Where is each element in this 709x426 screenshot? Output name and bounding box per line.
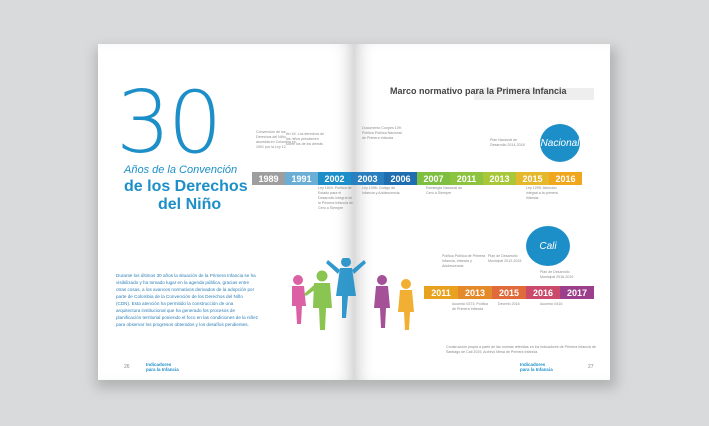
note-2011: Estrategia Nacional de Cero a Siempre	[426, 186, 463, 195]
cali-bubble: Cali	[526, 226, 570, 266]
note-cali-2011: Política Pública de Primera Infancia, In…	[442, 254, 486, 268]
child-figure-2	[304, 270, 332, 330]
page-number-left: 26	[124, 364, 130, 370]
note-1991: Art 44. Los derechos de los niños preval…	[286, 132, 325, 146]
timeline_cali-year-2017: 2017	[560, 286, 594, 299]
footer-logo-line1: Indicadores	[520, 362, 546, 367]
timeline_national-year-2006: 2006	[384, 172, 417, 185]
footer-logo-line1: Indicadores	[146, 362, 172, 367]
timeline_cali-year-2015: 2015	[492, 286, 526, 299]
note-2016: Ley 1295: Atención integral a la primera…	[526, 186, 558, 200]
headline-subtitle-line2: de los Derechos	[124, 178, 248, 195]
child-figure-5	[398, 279, 414, 330]
nacional-bubble: Nacional	[540, 124, 580, 162]
timeline_national-year-2011: 2011	[450, 172, 483, 185]
footer-logo-line2: para la Infancia	[146, 367, 179, 372]
headline-number: 30	[116, 73, 222, 173]
footer-logo-right: Indicadores para la Infancia	[520, 362, 553, 372]
note-2006: Ley 1098: Código de Infancia y Adolescen…	[362, 186, 400, 195]
note-2003: Documento Conpes 109: Política Pública N…	[362, 126, 402, 140]
footer-logo-line2: para la Infancia	[520, 367, 553, 372]
timeline_national-year-2016: 2016	[549, 172, 582, 185]
headline-subtitle-line3: del Niño	[158, 196, 222, 213]
timeline_national-year-1989: 1989	[252, 172, 285, 185]
timeline_national-year-2007: 2007	[417, 172, 450, 185]
timeline_national-year-2003: 2003	[351, 172, 384, 185]
timeline-national: 1989 1991 2002 2003 2006 2007 2011 2013 2015 2016	[252, 172, 582, 185]
source-caption: Construcción propia a partir de las norm…	[446, 345, 596, 354]
intro-paragraph: Durante los últimos 30 años la situación…	[116, 273, 258, 327]
timeline_cali-year-2011: 2011	[424, 286, 458, 299]
note-cali-2016: Decreto 2016	[498, 302, 520, 306]
headline-subtitle-italic: Años de la Convención	[124, 164, 238, 176]
right-page: Marco normativo para la Primera Infancia…	[354, 44, 610, 380]
note-cali-2017a: Plan de Desarrollo Municipal 2016-2019	[540, 270, 574, 279]
timeline_national-year-1991: 1991	[285, 172, 318, 185]
left-page: 30 Años de la Convención de los Derechos…	[98, 44, 354, 380]
note-cali-2015: Acuerdo 0373: Política de Primera Infanc…	[452, 302, 489, 311]
timeline_cali-year-2016: 2016	[526, 286, 560, 299]
timeline_national-year-2015: 2015	[516, 172, 549, 185]
note-2015: Plan Nacional de Desarrollo 2014-2018	[490, 138, 525, 147]
page-number-right: 27	[588, 364, 594, 370]
child-figure-3	[326, 258, 366, 318]
timeline_national-year-2013: 2013	[483, 172, 516, 185]
timeline_cali-year-2013: 2013	[458, 286, 492, 299]
child-figure-1	[292, 275, 306, 324]
section-title: Marco normativo para la Primera Infancia	[390, 86, 567, 96]
timeline_national-year-2002: 2002	[318, 172, 351, 185]
title-bar-bg	[474, 88, 594, 100]
children-silhouettes-illustration	[292, 258, 414, 330]
note-cali-2017b: Acuerdo 0416	[540, 302, 563, 306]
note-cali-2013: Plan de Desarrollo Municipal 2012-2015	[488, 254, 522, 263]
timeline-cali: 2011 2013 2015 2016 2017	[424, 286, 594, 299]
note-2002: Ley 1804: Política de Estado para el Des…	[318, 186, 353, 210]
footer-logo-left: Indicadores para la Infancia	[146, 362, 179, 372]
note-1989: Convención de los Derechos del Niño, asu…	[256, 130, 296, 149]
child-figure-4	[374, 275, 390, 328]
